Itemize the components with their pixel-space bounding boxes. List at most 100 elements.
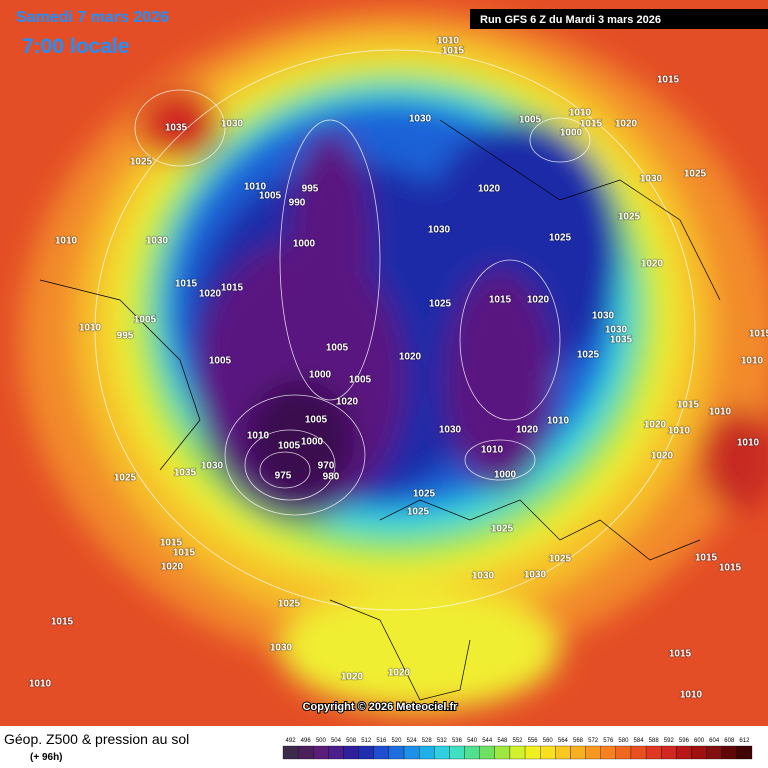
pressure-label: 1020 xyxy=(161,562,184,573)
pressure-label: 1005 xyxy=(134,315,157,326)
pressure-label: 1010 xyxy=(547,416,570,427)
pressure-label: 1010 xyxy=(244,182,267,193)
scale-label: 600 xyxy=(694,738,705,744)
pressure-label: 1030 xyxy=(409,114,432,125)
pressure-label: 1015 xyxy=(175,279,198,290)
pressure-label: 1000 xyxy=(293,239,316,250)
coastlines xyxy=(39,119,721,701)
pressure-label: 1025 xyxy=(114,473,137,484)
pressure-label: 1020 xyxy=(336,397,359,408)
scale-swatch xyxy=(403,745,420,760)
pressure-label: 1025 xyxy=(407,507,430,518)
scale-swatch xyxy=(524,745,541,760)
pressure-label: 1015 xyxy=(657,75,680,86)
pressure-label: 1005 xyxy=(349,375,372,386)
pressure-label: 1030 xyxy=(428,225,451,236)
scale-swatch xyxy=(585,745,601,760)
scale-swatch xyxy=(464,745,480,760)
scale-swatch xyxy=(358,745,374,760)
scale-label: 568 xyxy=(573,738,584,744)
pressure-label: 1035 xyxy=(610,335,633,346)
pressure-label: 1020 xyxy=(615,119,638,130)
scale-swatch xyxy=(479,745,495,760)
pressure-label: 1010 xyxy=(737,438,760,449)
pressure-label: 1030 xyxy=(640,174,663,185)
pressure-label: 1030 xyxy=(201,461,224,472)
pressure-label: 1015 xyxy=(173,548,196,559)
pressure-label: 1005 xyxy=(305,415,328,426)
pressure-label: 980 xyxy=(323,472,340,483)
scale-label: 500 xyxy=(316,738,327,744)
scale-label: 492 xyxy=(286,738,297,744)
pressure-label: 1035 xyxy=(174,468,197,479)
scale-label: 552 xyxy=(512,738,523,744)
scale-swatch xyxy=(661,745,677,760)
scale-swatch xyxy=(328,745,344,760)
pressure-label: 1010 xyxy=(741,356,764,367)
pressure-label: 1020 xyxy=(527,295,550,306)
pressure-label: 990 xyxy=(289,198,306,209)
scale-swatch xyxy=(645,745,662,760)
pressure-label: 1025 xyxy=(130,157,153,168)
run-box xyxy=(470,9,768,29)
scale-label: 588 xyxy=(649,738,660,744)
pressure-label: 1020 xyxy=(199,289,222,300)
legend-subtitle: (+ 96h) xyxy=(30,752,63,763)
pressure-label: 1015 xyxy=(489,295,512,306)
scale-label: 612 xyxy=(739,738,750,744)
pressure-label: 1025 xyxy=(618,212,641,223)
scale-label: 512 xyxy=(361,738,372,744)
run: Run GFS 6 Z du Mardi 3 mars 2026 xyxy=(480,14,661,26)
pressure-label: 1020 xyxy=(516,425,539,436)
scale-label: 556 xyxy=(528,738,539,744)
pressure-label: 1025 xyxy=(278,599,301,610)
scale-swatch xyxy=(449,745,465,760)
pressure-label: 1030 xyxy=(472,571,495,582)
pressure-label: 1020 xyxy=(641,259,664,270)
scale-swatch xyxy=(297,745,314,760)
pressure-label: 1010 xyxy=(668,426,691,437)
pressure-label: 1010 xyxy=(709,407,732,418)
pressure-label: 1025 xyxy=(684,169,707,180)
pressure-label: 1005 xyxy=(209,356,232,367)
scale-swatch xyxy=(615,745,632,760)
scale-label: 604 xyxy=(709,738,720,744)
scale-label: 528 xyxy=(422,738,433,744)
isobars xyxy=(94,49,696,611)
pressure-label: 1020 xyxy=(341,672,364,683)
pressure-label: 1015 xyxy=(160,538,183,549)
pressure-label: 1025 xyxy=(549,233,572,244)
scale-label: 596 xyxy=(679,738,690,744)
scale-label: 520 xyxy=(391,738,402,744)
pressure-label: 1015 xyxy=(669,649,692,660)
pressure-label: 1010 xyxy=(680,690,703,701)
pressure-label: 1020 xyxy=(651,451,674,462)
pressure-label: 1015 xyxy=(442,46,465,57)
map xyxy=(0,0,768,726)
scale-label: 524 xyxy=(407,738,418,744)
pressure-label: 1025 xyxy=(413,489,436,500)
time: 7:00 locale xyxy=(22,35,129,58)
pressure-label: 1035 xyxy=(165,123,188,134)
scale-label: 576 xyxy=(603,738,614,744)
scale-swatch xyxy=(494,745,511,760)
scale-label: 544 xyxy=(482,738,493,744)
pressure-label: 1030 xyxy=(592,311,615,322)
scale-label: 516 xyxy=(376,738,387,744)
legend-title: Géop. Z500 & pression au sol xyxy=(4,731,189,747)
pressure-label: 1010 xyxy=(79,323,102,334)
pressure-label: 1020 xyxy=(478,184,501,195)
scale-label: 496 xyxy=(301,738,312,744)
pressure-label: 1005 xyxy=(519,115,542,126)
scale-swatch xyxy=(555,745,571,760)
scale-label: 548 xyxy=(497,738,508,744)
pressure-label: 1000 xyxy=(301,437,324,448)
scale-swatch xyxy=(313,745,329,760)
scale-label: 608 xyxy=(724,738,735,744)
date: Samedi 7 mars 2026 xyxy=(16,9,169,26)
pressure-label: 1030 xyxy=(605,325,628,336)
copyright: Copyright © 2026 Meteociel.fr xyxy=(303,701,459,713)
scale-label: 564 xyxy=(558,738,569,744)
